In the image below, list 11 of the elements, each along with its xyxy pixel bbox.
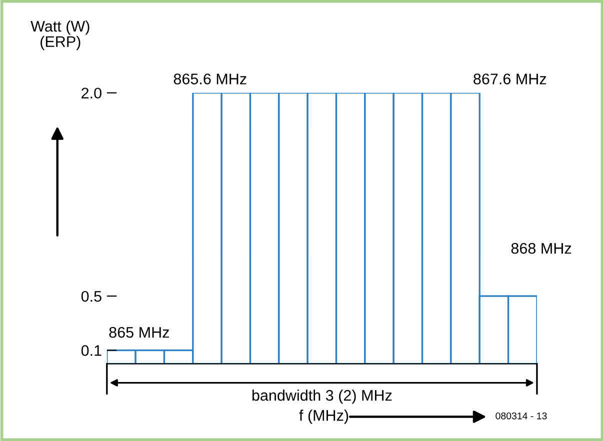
y-tick-label: 0.1 (81, 345, 102, 356)
text: 080314 - 13 (496, 412, 547, 420)
annotation: 865 MHz (109, 326, 169, 338)
y-tick-label: 0.5 (81, 290, 102, 302)
text: bandwidth 3 (2) MHz (252, 390, 392, 404)
text: 865.6 MHz (174, 74, 246, 84)
y-tick-label: 2.0 (82, 88, 102, 99)
y-axis-title: Watt (W) (ERP) (30, 20, 90, 50)
annotation: 868 MHz (511, 242, 572, 254)
text: 867.6 MHz (474, 74, 546, 84)
x-axis-title: f (MHz) (299, 410, 348, 424)
